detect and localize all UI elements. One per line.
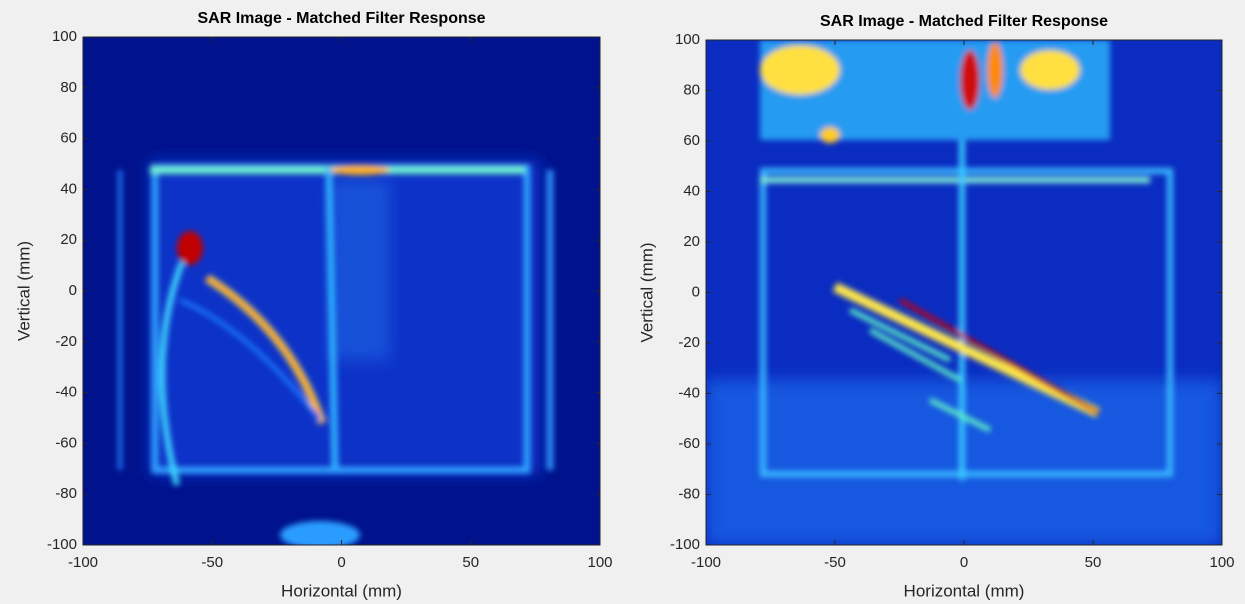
y-tick-label: 100 xyxy=(52,28,77,45)
chart-title: SAR Image - Matched Filter Response xyxy=(820,13,1108,30)
x-tick-label: 50 xyxy=(462,554,479,571)
y-tick-label: -100 xyxy=(670,536,700,553)
y-tick-label: 40 xyxy=(683,182,700,199)
y-tick-label: -80 xyxy=(55,485,77,502)
y-tick-label: -40 xyxy=(55,384,77,401)
y-tick-label: 60 xyxy=(60,130,77,147)
chart-title: SAR Image - Matched Filter Response xyxy=(197,10,485,27)
y-tick-label: 20 xyxy=(60,231,77,248)
x-tick-label: -50 xyxy=(824,554,846,571)
y-tick-label: 80 xyxy=(60,79,77,96)
x-tick-label: 0 xyxy=(337,554,345,571)
y-axis-title: Vertical (mm) xyxy=(637,242,656,342)
x-tick-label: -50 xyxy=(201,554,223,571)
y-tick-label: -80 xyxy=(678,485,700,502)
x-axis-title: Horizontal (mm) xyxy=(281,581,402,600)
y-tick-label: 40 xyxy=(60,180,77,197)
y-tick-label: 60 xyxy=(683,132,700,149)
y-tick-label: -100 xyxy=(47,536,77,553)
y-tick-label: -60 xyxy=(678,435,700,452)
y-tick-label: -40 xyxy=(678,384,700,401)
x-tick-label: 50 xyxy=(1085,554,1102,571)
x-tick-label: -100 xyxy=(691,554,721,571)
y-tick-label: 0 xyxy=(69,282,77,299)
y-tick-label: 80 xyxy=(683,81,700,98)
y-tick-label: 0 xyxy=(692,283,700,300)
y-tick-label: -20 xyxy=(55,333,77,350)
x-axis-title: Horizontal (mm) xyxy=(904,581,1025,600)
y-tick-label: 20 xyxy=(683,233,700,250)
y-axis-title: Vertical (mm) xyxy=(14,241,33,341)
x-tick-label: -100 xyxy=(68,554,98,571)
x-tick-label: 0 xyxy=(960,554,968,571)
x-tick-label: 100 xyxy=(1209,554,1234,571)
y-tick-label: -60 xyxy=(55,434,77,451)
x-tick-label: 100 xyxy=(587,554,612,571)
heatmap-image xyxy=(83,37,600,545)
heatmap-image xyxy=(706,40,1222,545)
y-tick-label: -20 xyxy=(678,334,700,351)
y-tick-label: 100 xyxy=(675,31,700,48)
